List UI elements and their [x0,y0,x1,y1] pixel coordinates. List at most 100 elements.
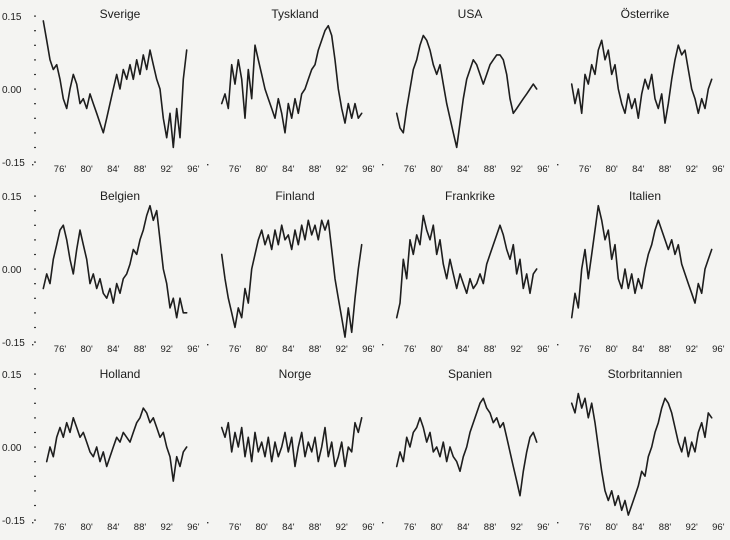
x-tick-label: 84' [282,344,295,355]
panel-title: Italien [629,189,661,203]
x-axis-tick [382,164,384,166]
x-tick-label: 88' [484,522,497,533]
panel-title: Norge [279,367,312,381]
x-tick-label: 84' [107,522,120,533]
x-tick-label: 76' [579,164,592,175]
y-tick-label: 0.15 [2,12,22,23]
x-tick-label: 80' [605,522,618,533]
x-tick-label: 76' [229,164,242,175]
y-axis-tick [34,268,36,270]
y-tick-label: -0.15 [2,338,25,349]
y-axis-tick [34,326,36,329]
y-tick-label: 0.15 [2,192,22,203]
y-axis-tick [34,253,36,256]
x-tick-label: 96' [712,522,725,533]
y-axis-tick [34,73,36,76]
y-tick-label: 0.00 [2,265,22,276]
y-axis-tick [34,402,36,404]
x-tick-label: 92' [335,164,348,175]
x-tick-label: 80' [80,164,93,175]
x-tick-label: 96' [712,344,725,355]
y-axis-tick [34,388,36,390]
y-axis-tick [34,195,36,197]
x-tick-label: 84' [107,344,120,355]
panel-title: USA [458,7,483,21]
x-tick-label: 80' [80,522,93,533]
x-tick-label: 84' [457,522,470,533]
series-line [42,204,188,319]
y-axis-tick [34,490,36,492]
x-tick-label: 76' [404,522,417,533]
x-tick-label: 80' [430,164,443,175]
y-tick-label: -0.15 [2,516,25,527]
x-tick-label: 76' [579,522,592,533]
y-axis-tick [34,446,36,448]
x-axis-tick [557,522,559,524]
panel-title: Belgien [100,189,140,203]
x-tick-label: 80' [255,164,268,175]
series-line [45,407,188,482]
y-axis-tick [34,132,36,134]
y-axis-tick [34,431,36,434]
x-tick-label: 96' [537,164,550,175]
x-tick-label: 92' [510,522,523,533]
panel-title: Spanien [448,367,492,381]
panel-title: Frankrike [445,189,495,203]
y-axis-tick [34,297,36,299]
x-tick-label: 80' [80,344,93,355]
x-axis-tick [32,522,34,524]
x-axis-tick [32,164,34,166]
x-tick-label: 92' [160,164,173,175]
y-axis-tick [34,210,36,212]
x-tick-label: 88' [309,344,322,355]
x-tick-label: 80' [605,164,618,175]
y-axis-tick [34,30,36,32]
x-tick-label: 96' [362,522,375,533]
x-tick-label: 88' [659,164,672,175]
y-axis-tick [34,117,36,119]
x-tick-label: 96' [187,344,200,355]
x-tick-label: 92' [160,344,173,355]
x-tick-label: 84' [632,344,645,355]
y-axis-tick [34,224,36,226]
x-tick-label: 76' [579,344,592,355]
x-tick-label: 76' [404,164,417,175]
y-axis-tick [34,475,36,477]
y-axis-tick [34,417,36,419]
y-tick-label: -0.15 [2,158,25,169]
x-tick-label: 76' [54,344,67,355]
panel-title: Tyskland [271,7,318,21]
x-tick-label: 80' [255,522,268,533]
series-line [220,417,363,468]
x-axis-tick [382,344,384,346]
x-tick-label: 96' [712,164,725,175]
x-axis-tick [207,164,209,166]
y-axis-tick [34,519,36,521]
x-axis-tick [557,344,559,346]
x-tick-label: 84' [107,164,120,175]
x-tick-label: 76' [404,344,417,355]
x-tick-label: 80' [430,522,443,533]
y-axis-tick [34,504,36,507]
series-line [570,39,713,124]
x-tick-label: 88' [134,344,147,355]
x-tick-label: 96' [187,164,200,175]
x-tick-label: 84' [632,164,645,175]
x-tick-label: 80' [605,344,618,355]
x-tick-label: 88' [309,164,322,175]
x-tick-label: 80' [430,344,443,355]
x-tick-label: 92' [335,522,348,533]
series-line [42,20,188,149]
y-axis-tick [34,161,36,163]
y-tick-label: 0.00 [2,85,22,96]
x-tick-label: 88' [309,522,322,533]
y-axis-tick [34,88,36,90]
x-tick-label: 84' [632,522,645,533]
y-axis-tick [34,59,36,61]
x-tick-label: 84' [282,522,295,533]
x-tick-label: 84' [457,164,470,175]
y-axis-tick [34,239,36,241]
x-tick-label: 88' [484,164,497,175]
y-axis-tick [34,461,36,463]
x-axis-tick [382,522,384,524]
